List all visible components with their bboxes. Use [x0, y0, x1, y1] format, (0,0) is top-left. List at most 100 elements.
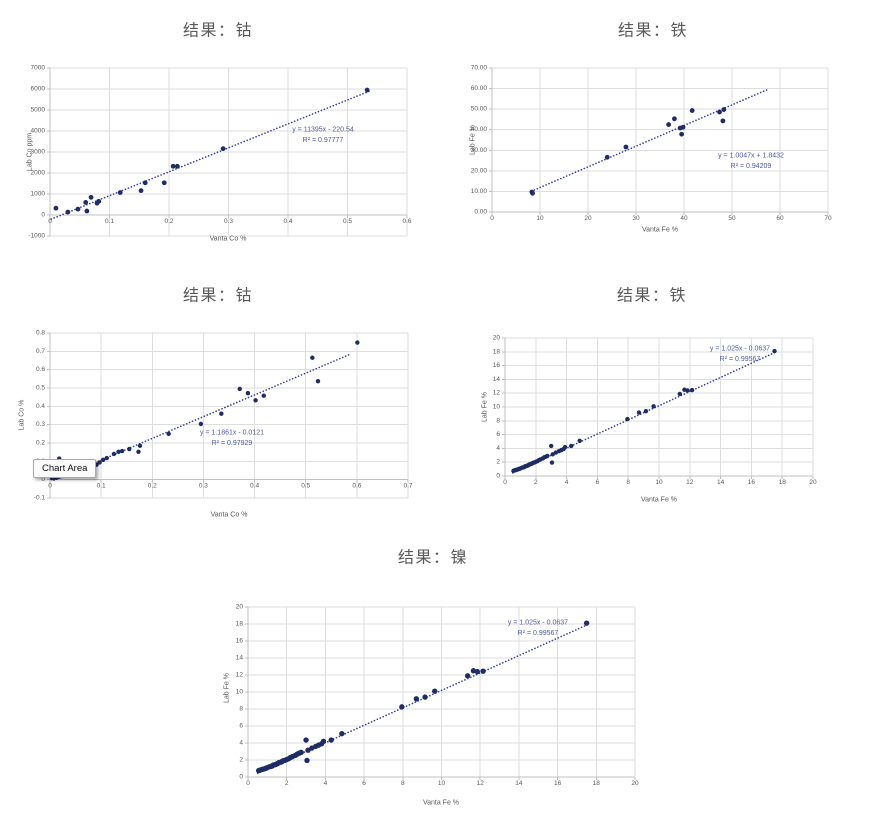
data-point [136, 449, 141, 454]
data-point [253, 398, 258, 403]
axis-lines [47, 67, 408, 237]
x-tick-label: 0.3 [224, 218, 233, 225]
y-tick-label: 16 [236, 638, 244, 645]
x-tick-label: 40 [680, 215, 688, 222]
y-tick-label: 0.5 [36, 385, 45, 392]
data-point [304, 757, 310, 764]
x-tick-label: 4 [565, 479, 569, 486]
data-points [255, 620, 590, 774]
x-tick-label: 14 [717, 479, 725, 486]
chart-title: 结果：钴 [183, 286, 253, 305]
data-point [680, 124, 686, 130]
data-point [261, 393, 266, 398]
trendline-r-squared: R² = 0.99567 [720, 356, 761, 363]
trendline-r-squared: R² = 0.97777 [303, 137, 344, 144]
data-points [53, 87, 370, 215]
x-tick-label: 12 [686, 479, 694, 486]
x-tick-label: 0 [48, 218, 52, 225]
y-tick-label: 10.00 [471, 188, 488, 195]
y-tick-label: 6 [239, 723, 243, 730]
data-point [623, 144, 629, 150]
x-axis-title: Vanta Co % [210, 236, 247, 243]
chart-canvas-ni: 0 2 4 6 8 10 12 14 16 18 20 0 2 4 6 8 10 12 14 16 18 20 y = 1.… [224, 548, 639, 807]
chart-iron-top[interactable]: 0 10 20 30 40 50 60 70 0.00 10.00 20.00 30.00 40.00 5… [440, 10, 870, 250]
y-tick-label: 20 [236, 604, 244, 611]
x-axis-title: Vanta Fe % [423, 800, 459, 807]
trendline [530, 88, 769, 193]
data-points [49, 340, 360, 481]
data-point [549, 460, 555, 465]
data-point [310, 355, 315, 360]
chart-cobalt-ppm[interactable]: 0 0.1 0.2 0.3 0.4 0.5 0.6 -1000 0 1000 2000 3000 400… [10, 10, 430, 260]
x-tick-label: 12 [477, 780, 485, 787]
y-tick-label: 0.00 [474, 209, 487, 216]
chart-canvas-fe-pct-2: 0 2 4 6 8 10 12 14 16 18 20 0 2 4 6 8 10 12 14 16 18 20 y = 1.… [482, 286, 817, 504]
x-axis-title: Vanta Co % [211, 512, 248, 519]
chart-canvas-co-pct: 00.10.20.30.40.50.60.7-0.100.10.20.30.40… [19, 286, 413, 519]
data-point [315, 379, 321, 384]
data-point [174, 163, 180, 169]
trendline-equation: y = 1.025x - 0.0637 [710, 346, 770, 353]
data-point [111, 451, 117, 457]
y-tick-label: 4000 [31, 128, 46, 135]
data-point [166, 431, 171, 437]
data-point [672, 116, 677, 122]
data-point [530, 190, 535, 196]
chart-title: 结果：钴 [183, 21, 253, 40]
chart-cobalt-pct[interactable]: 00.10.20.30.40.50.60.7-0.100.10.20.30.40… [10, 280, 440, 530]
y-axis-title: Lab Fe % [470, 125, 477, 155]
data-point [320, 738, 327, 744]
x-tick-label: 0.4 [250, 483, 259, 490]
data-point [245, 390, 251, 396]
data-point [119, 448, 125, 454]
x-tick-label: 10 [655, 479, 663, 486]
x-tick-label: 6 [596, 479, 600, 486]
data-point [636, 410, 642, 415]
y-axis-title: Lab Fe % [224, 673, 231, 703]
trendline-equation: y = 1.1861x - 0.0121 [200, 430, 264, 437]
chart-iron-mid[interactable]: 0 2 4 6 8 10 12 14 16 18 20 0 2 4 6 8 10 12 14 16 18 20 y = 1.… [440, 280, 870, 520]
data-point [170, 163, 176, 169]
data-point [569, 443, 574, 449]
y-tick-label: 4 [239, 740, 243, 747]
x-tick-label: 60 [776, 215, 784, 222]
y-tick-label: 0 [41, 476, 45, 483]
y-tick-label: 6000 [31, 86, 46, 93]
x-tick-label: 30 [632, 215, 640, 222]
y-tick-label: 10 [236, 689, 244, 696]
x-tick-label: 10 [438, 780, 446, 787]
y-tick-label: 3000 [31, 149, 46, 156]
y-tick-label: 14 [493, 376, 501, 383]
x-tick-label: 16 [554, 780, 562, 787]
x-tick-label: 70 [824, 215, 832, 222]
y-tick-label: 60.00 [471, 85, 488, 92]
y-tick-label: -0.1 [34, 495, 46, 502]
x-tick-label: 0.2 [148, 483, 157, 490]
x-tick-label: 8 [626, 479, 630, 486]
chart-title: 结果：镍 [398, 548, 468, 567]
y-axis-title: Lab Co % [19, 400, 26, 431]
axis-lines [245, 606, 636, 780]
data-point [328, 737, 334, 743]
data-point [298, 749, 304, 756]
chart-nickel[interactable]: 0 2 4 6 8 10 12 14 16 18 20 0 2 4 6 8 10 12 14 16 18 20 y = 1.… [180, 540, 700, 825]
trendline-equation: y = 1.0047x + 1.8432 [718, 153, 784, 160]
data-point [137, 443, 143, 448]
data-point [364, 87, 370, 93]
x-tick-label: 0.4 [283, 218, 292, 225]
trendline-r-squared: R² = 0.94209 [731, 163, 772, 170]
axis-lines [489, 67, 829, 215]
chart-area-tooltip-label: Chart Area [42, 463, 88, 474]
x-tick-label: 0.2 [164, 218, 173, 225]
trendline-equation: y = 1.025x - 0.0637 [508, 620, 568, 627]
y-tick-label: 20.00 [471, 167, 488, 174]
y-tick-label: 12 [493, 390, 501, 397]
data-point [545, 453, 550, 459]
data-point [198, 421, 204, 427]
data-point [689, 387, 695, 393]
data-point [651, 404, 656, 409]
data-point [161, 180, 167, 186]
trendline [50, 90, 371, 220]
x-tick-label: 20 [631, 780, 639, 787]
gridlines [492, 67, 829, 213]
